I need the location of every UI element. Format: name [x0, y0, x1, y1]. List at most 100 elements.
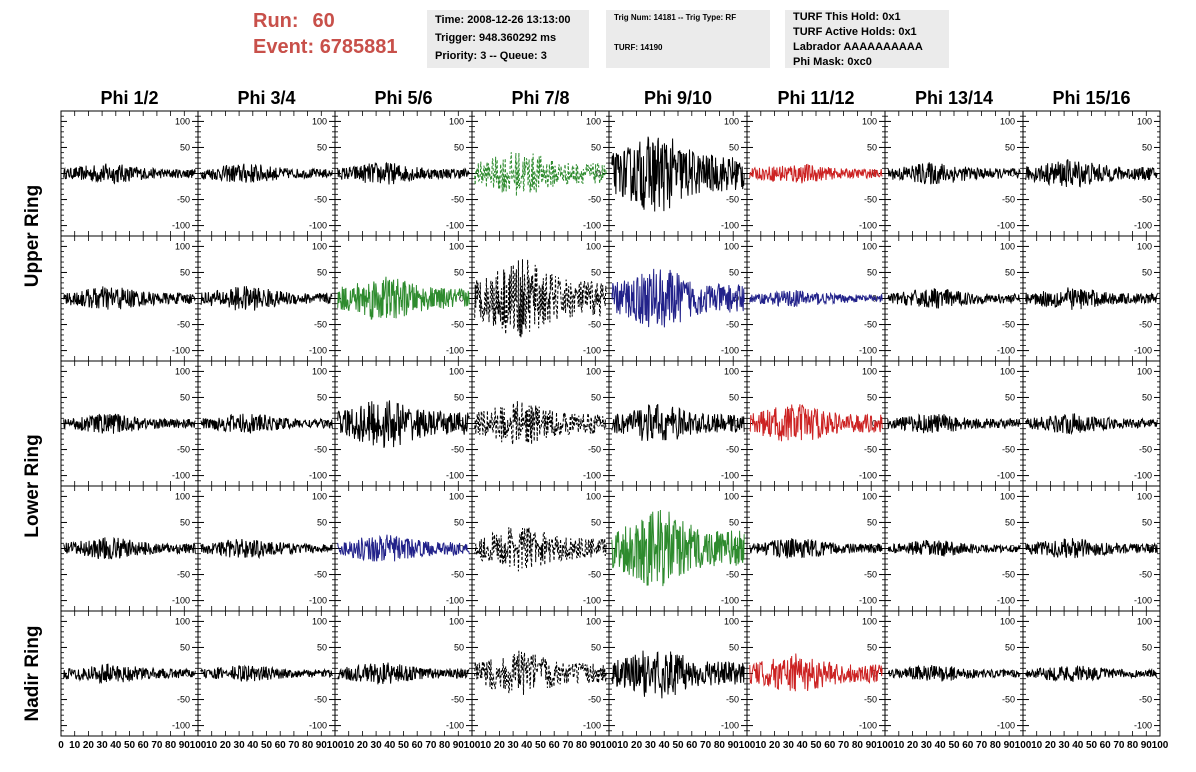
waveform-trace [474, 259, 607, 338]
y-tick-label: 50 [729, 142, 739, 152]
y-tick-label: 100 [449, 241, 464, 251]
y-tick-label: 50 [180, 517, 190, 527]
y-tick-label: 50 [317, 267, 327, 277]
y-tick-label: 100 [449, 366, 464, 376]
y-tick-label: 50 [867, 142, 877, 152]
y-tick-label: 50 [454, 267, 464, 277]
x-tick-label: 20 [1045, 740, 1057, 751]
y-tick-label: -100 [997, 471, 1015, 481]
waveform-trace [474, 152, 607, 197]
y-tick-label: 100 [449, 616, 464, 626]
ring-label: Upper Ring [22, 185, 43, 287]
waveform-trace [474, 650, 607, 695]
y-tick-label: 50 [867, 392, 877, 402]
panel-frame [471, 110, 610, 237]
x-tick-label: 90 [728, 740, 740, 751]
y-tick-label: 100 [175, 616, 190, 626]
waveform-trace [1025, 538, 1158, 559]
trigger-line: Trigger: 948.360292 ms [435, 32, 557, 44]
y-tick-label: -50 [451, 320, 464, 330]
y-tick-label: -100 [997, 596, 1015, 606]
x-tick-label: 80 [302, 740, 314, 751]
y-tick-label: 100 [1000, 116, 1015, 126]
y-tick-label: 50 [1005, 267, 1015, 277]
x-tick-label: 50 [398, 740, 410, 751]
x-tick-label: 90 [453, 740, 465, 751]
y-tick-label: -50 [864, 320, 877, 330]
turf-active-line: TURF Active Holds: 0x1 [793, 26, 917, 38]
waveform-trace [200, 538, 333, 560]
y-tick-label: -50 [1139, 195, 1152, 205]
trig-num-line: Trig Num: 14181 -- Trig Type: RF [614, 13, 737, 22]
waveform-trace [200, 413, 333, 434]
y-tick-label: -50 [1002, 695, 1015, 705]
y-tick-label: 100 [175, 116, 190, 126]
y-tick-label: 50 [180, 142, 190, 152]
y-tick-label: 100 [862, 491, 877, 501]
y-tick-label: 0 [596, 669, 601, 679]
y-tick-label: 100 [1137, 116, 1152, 126]
waveform-trace [200, 664, 333, 682]
y-tick-label: -100 [309, 471, 327, 481]
y-tick-label: -100 [1134, 596, 1152, 606]
column-header: Phi 15/16 [1052, 88, 1130, 108]
x-tick-label: 30 [508, 740, 520, 751]
x-tick-label: 30 [783, 740, 795, 751]
waveform-trace [611, 268, 745, 328]
y-tick-label: -100 [721, 221, 739, 231]
column-header: Phi 11/12 [777, 88, 854, 108]
y-tick-label: 50 [317, 642, 327, 652]
y-tick-label: 100 [724, 116, 739, 126]
x-tick-label: 60 [275, 740, 287, 751]
turf-hold-line: TURF This Hold: 0x1 [793, 11, 901, 23]
y-tick-label: 50 [729, 267, 739, 277]
x-tick-label: 40 [797, 740, 809, 751]
turf-info-box: TURF This Hold: 0x1 TURF Active Holds: 0… [785, 10, 949, 68]
waveform-trace [337, 276, 470, 320]
y-tick-label: 50 [317, 142, 327, 152]
y-tick-label: -50 [588, 320, 601, 330]
y-tick-label: -100 [583, 221, 601, 231]
x-tick-label: 60 [824, 740, 836, 751]
y-tick-label: -50 [451, 195, 464, 205]
y-tick-label: 50 [1142, 142, 1152, 152]
x-tick-label: 100 [1152, 740, 1169, 751]
waveform-trace [337, 534, 470, 562]
waveform-trace [887, 539, 1021, 557]
y-tick-label: 50 [1142, 517, 1152, 527]
waveform-trace [63, 663, 196, 685]
y-tick-label: -50 [314, 695, 327, 705]
y-tick-label: -50 [864, 695, 877, 705]
y-tick-label: -100 [859, 346, 877, 356]
x-tick-label: 70 [288, 740, 300, 751]
column-header: Phi 13/14 [915, 88, 993, 108]
y-tick-label: -50 [1139, 320, 1152, 330]
y-tick-label: -50 [1002, 195, 1015, 205]
y-tick-label: 50 [591, 267, 601, 277]
x-tick-label: 90 [590, 740, 602, 751]
y-tick-label: -100 [859, 596, 877, 606]
y-tick-label: -50 [314, 570, 327, 580]
x-tick-label: 20 [907, 740, 919, 751]
y-tick-label: -100 [309, 346, 327, 356]
x-tick-label: 0 [58, 740, 64, 751]
y-tick-label: -100 [1134, 471, 1152, 481]
x-tick-label: 30 [371, 740, 383, 751]
x-tick-label: 90 [1141, 740, 1153, 751]
x-tick-label: 60 [412, 740, 424, 751]
waveform-trace [200, 163, 333, 183]
waveform-trace [1025, 287, 1158, 310]
y-tick-label: 50 [867, 642, 877, 652]
y-tick-label: 50 [180, 267, 190, 277]
y-tick-label: -50 [314, 320, 327, 330]
y-tick-label: 0 [734, 544, 739, 554]
y-tick-label: -100 [172, 221, 190, 231]
y-tick-label: 50 [1005, 642, 1015, 652]
y-tick-label: 50 [729, 392, 739, 402]
column-header: Phi 9/10 [644, 88, 712, 108]
y-tick-label: -100 [721, 471, 739, 481]
y-tick-label: 50 [180, 392, 190, 402]
x-tick-label: 60 [962, 740, 974, 751]
x-tick-label: 90 [179, 740, 191, 751]
y-tick-label: 100 [862, 616, 877, 626]
